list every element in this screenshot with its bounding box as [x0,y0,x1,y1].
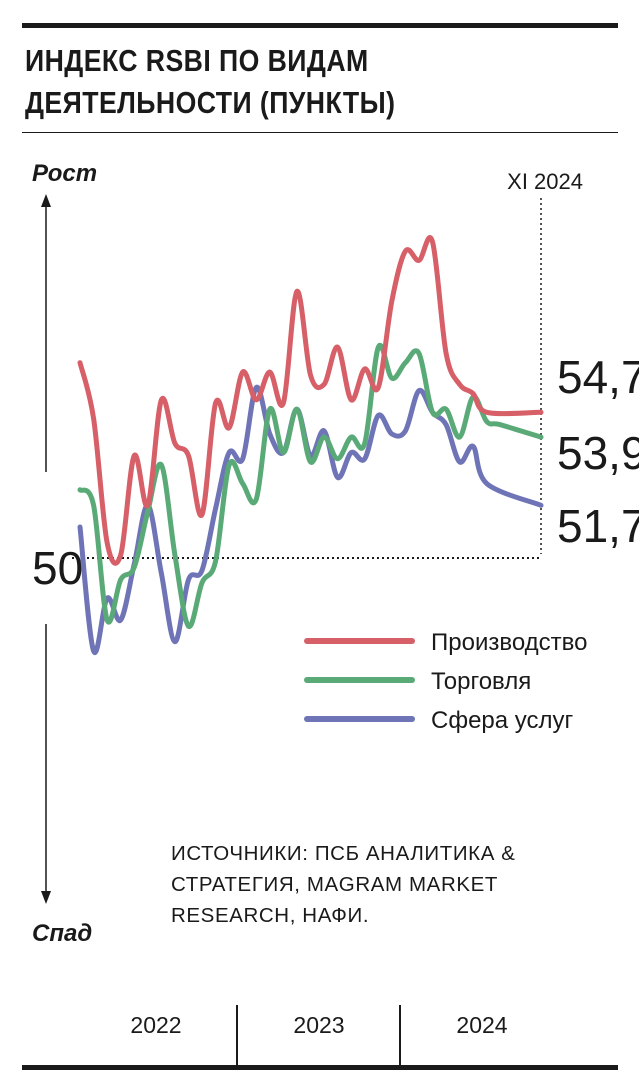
end-value-production: 54,7 [557,351,639,403]
series-line-services [77,384,544,655]
year-divider [399,1005,401,1065]
chart-title: ИНДЕКС RSBI ПО ВИДАМ ДЕЯТЕЛЬНОСТИ (ПУНКТ… [25,43,396,120]
year-divider [236,1005,238,1065]
y-axis-down-arrow [41,891,51,904]
legend-label-trade: Торговля [431,668,531,695]
series-line-production [77,235,544,566]
legend: Производство Торговля Сфера услуг [304,629,587,734]
axis-label-growth: Рост [32,160,97,187]
y-axis: Рост Спад [32,160,97,947]
end-value-labels: 54,7 53,9 51,7 [557,351,639,552]
legend-label-production: Производство [431,629,587,656]
legend-item-production: Производство [304,629,587,656]
bottom-rule [22,1065,618,1070]
series-lines [77,235,544,655]
end-value-trade: 53,9 [557,427,639,479]
axis-label-decline: Спад [32,920,92,947]
year-label-2022: 2022 [130,1012,182,1038]
baseline-label: 50 [32,542,83,594]
source-note: ИСТОЧНИКИ: ПСБ АНАЛИТИКА & СТРАТЕГИЯ, MA… [171,842,516,927]
year-label-2023: 2023 [293,1012,345,1038]
year-label-2024: 2024 [456,1012,508,1038]
end-value-services: 51,7 [557,500,639,552]
top-rule [22,23,618,28]
y-axis-up-arrow [41,194,51,207]
legend-item-trade: Торговля [304,668,531,695]
current-month-label: XI 2024 [507,169,583,194]
legend-item-services: Сфера услуг [304,707,574,734]
legend-label-services: Сфера услуг [431,707,574,734]
title-divider [22,132,618,133]
